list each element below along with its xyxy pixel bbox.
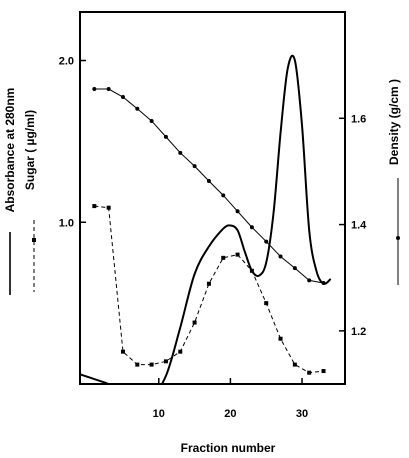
right-axis-title-density: Density (g/cm ) (387, 79, 401, 165)
sugar-point-9 (221, 255, 226, 260)
left-axis-title-absorbance: Absorbance at 280nm (3, 88, 17, 213)
sugar-point-6 (178, 349, 183, 354)
sugar-point-5 (163, 359, 168, 364)
right-tick-label-2: 1.6 (351, 113, 366, 125)
density-point-13 (278, 254, 283, 259)
right-tick-label-0: 1.2 (351, 326, 366, 338)
density-point-11 (249, 225, 254, 230)
sugar-point-7 (192, 320, 197, 325)
density-point-14 (292, 266, 297, 271)
density-point-12 (264, 239, 269, 244)
density-point-9 (221, 193, 226, 198)
sugar-point-12 (264, 301, 269, 306)
density-point-2 (120, 95, 125, 100)
right-tick-label-1: 1.4 (351, 220, 367, 232)
x-tick-label-1: 20 (224, 408, 236, 420)
sugar-point-14 (292, 362, 297, 367)
x-tick-label-0: 10 (153, 408, 165, 420)
left-tick-label-0: 1.0 (59, 217, 74, 229)
sugar-point-2 (120, 349, 125, 354)
density-point-7 (192, 164, 197, 169)
plot-frame (79, 11, 346, 385)
sugar-point-8 (206, 281, 211, 286)
density-point-6 (178, 150, 183, 155)
density-point-0 (92, 87, 97, 92)
x-axis-title: Fraction number (181, 441, 276, 455)
density-point-1 (106, 87, 111, 92)
density-point-16 (321, 281, 326, 286)
sugar-point-15 (307, 370, 312, 375)
density-line (94, 88, 324, 284)
sugar-point-16 (321, 369, 326, 374)
density-point-15 (307, 278, 312, 283)
sugar-point-3 (135, 362, 140, 367)
sugar-point-1 (106, 205, 111, 210)
sugar-point-10 (235, 252, 240, 257)
density-point-8 (206, 178, 211, 183)
density-point-4 (149, 118, 154, 123)
sugar-point-4 (149, 362, 154, 367)
x-tick-label-2: 30 (296, 408, 308, 420)
tick-layer: 10 20 30 1.0 2.0 1.2 1.4 1.6 (59, 56, 367, 420)
sugar-point-0 (92, 204, 97, 209)
left-tick-label-1: 2.0 (59, 56, 74, 68)
density-point-3 (135, 106, 140, 111)
plot-border (79, 11, 346, 385)
absorbance-line (80, 54, 332, 384)
sugar-point-13 (278, 336, 283, 341)
density-legend-marker (396, 236, 400, 240)
density-point-5 (163, 134, 168, 139)
sugar-line (94, 205, 324, 374)
series-layer (80, 54, 332, 384)
sugar-legend-marker (32, 238, 36, 242)
density-point-10 (235, 209, 240, 214)
sugar-point-11 (249, 268, 254, 273)
left-axis-title-sugar: Sugar ( µg/ml) (23, 110, 37, 190)
